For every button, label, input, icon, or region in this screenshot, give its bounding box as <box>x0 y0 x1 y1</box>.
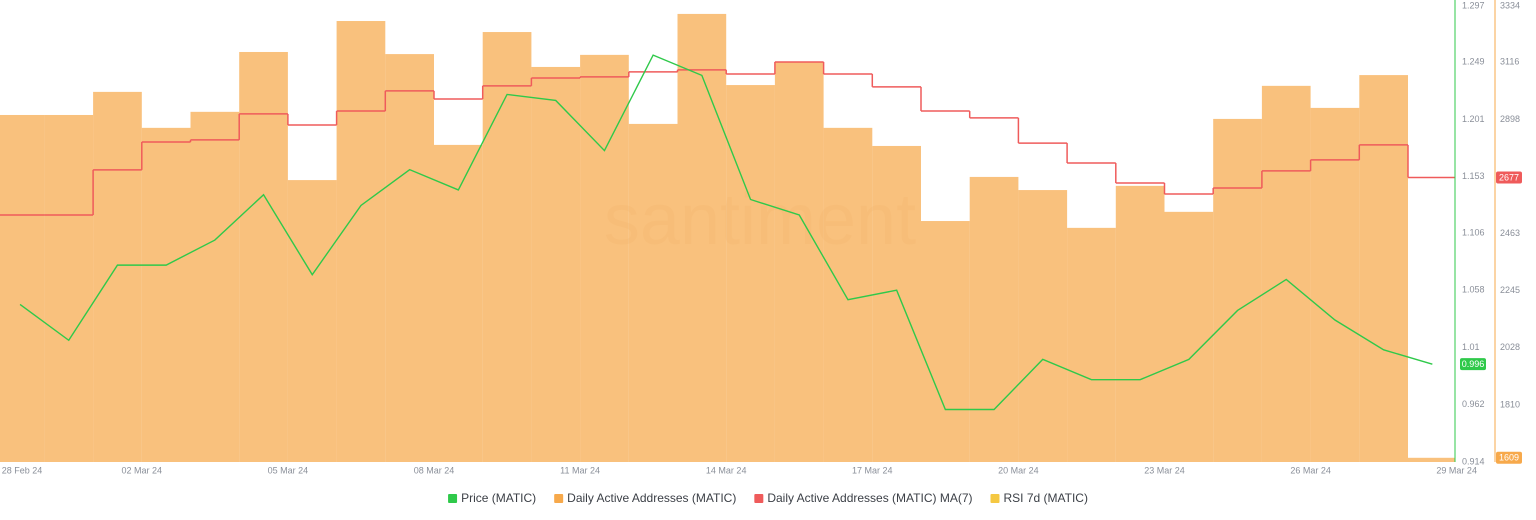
x-tick-label: 20 Mar 24 <box>998 465 1039 475</box>
bar <box>1261 85 1311 463</box>
bar <box>482 32 532 462</box>
bar <box>1018 190 1068 462</box>
x-tick-label: 28 Feb 24 <box>2 465 43 475</box>
bar <box>531 66 581 462</box>
bar <box>872 145 921 462</box>
bar <box>677 13 727 463</box>
bar <box>44 114 94 462</box>
y-tick-label: 1.297 <box>1462 0 1485 10</box>
bar <box>287 180 337 463</box>
y-tick-label: 1.106 <box>1462 227 1485 237</box>
x-tick-label: 02 Mar 24 <box>122 465 163 475</box>
y-tick-label: 1.01 <box>1462 342 1480 352</box>
bar <box>434 144 483 462</box>
y2-tick-label: 2463 <box>1500 228 1520 238</box>
y2-tick-label: 3334 <box>1500 0 1520 10</box>
bar <box>190 111 240 462</box>
y2-tick-label: 2245 <box>1500 285 1520 295</box>
legend-swatch <box>554 494 564 503</box>
legend-swatch <box>754 494 764 503</box>
x-tick-label: 26 Mar 24 <box>1290 465 1331 475</box>
bar <box>726 85 775 463</box>
x-tick-label: 23 Mar 24 <box>1144 465 1185 475</box>
bar <box>141 127 191 462</box>
bar <box>921 221 970 462</box>
last-value-badge <box>1460 358 1486 371</box>
bar <box>1213 118 1262 463</box>
x-tick-label: 08 Mar 24 <box>414 465 455 475</box>
legend-item: Daily Active Addresses (MATIC) MA(7) <box>754 491 972 505</box>
legend-label: Daily Active Addresses (MATIC) <box>567 491 736 505</box>
x-tick-label: 14 Mar 24 <box>706 465 747 475</box>
bar <box>823 127 873 462</box>
legend-swatch <box>990 494 1000 503</box>
y2-tick-label: 1810 <box>1500 399 1520 409</box>
legend-label: Daily Active Addresses (MATIC) MA(7) <box>767 491 972 505</box>
legend-item: Price (MATIC) <box>448 491 536 505</box>
y-tick-label: 0.914 <box>1462 456 1485 466</box>
bar <box>1359 75 1408 463</box>
x-tick-label: 29 Mar 24 <box>1436 465 1477 475</box>
x-tick-label: 11 Mar 24 <box>560 465 600 475</box>
plot-area <box>0 13 1455 463</box>
bar <box>628 123 678 463</box>
y2-tick-label: 2028 <box>1500 342 1520 352</box>
y-tick-label: 1.249 <box>1462 57 1485 67</box>
legend-swatch <box>448 494 458 503</box>
last-value-label: 0.996 <box>1462 359 1485 369</box>
legend-item: RSI 7d (MATIC) <box>990 491 1088 505</box>
price-line <box>19 54 1433 411</box>
y-tick-label: 0.962 <box>1462 399 1485 409</box>
y-tick-label: 1.201 <box>1462 114 1485 124</box>
bar <box>1067 227 1116 462</box>
legend-label: RSI 7d (MATIC) <box>1003 491 1087 505</box>
bar <box>969 176 1019 462</box>
last-value-badge <box>1496 451 1522 464</box>
y-tick-label: 1.153 <box>1462 171 1485 181</box>
bar <box>580 54 629 463</box>
legend-label: Price (MATIC) <box>461 491 536 505</box>
bar <box>774 61 824 463</box>
y2-tick-label: 3116 <box>1500 57 1519 67</box>
bar <box>1408 457 1455 462</box>
bar <box>0 114 45 462</box>
last-value-badge <box>1496 171 1522 184</box>
y-tick-label: 1.058 <box>1462 285 1485 295</box>
last-value-label: 2677 <box>1499 172 1519 182</box>
legend-item: Daily Active Addresses (MATIC) <box>554 491 736 505</box>
x-tick-label: 17 Mar 24 <box>852 465 893 475</box>
bar <box>385 54 434 463</box>
bar <box>93 91 142 462</box>
bar <box>336 21 386 463</box>
bar <box>1115 185 1165 463</box>
last-value-label: 1609 <box>1499 453 1519 463</box>
bar <box>239 51 288 463</box>
x-tick-label: 05 Mar 24 <box>268 465 309 475</box>
bar <box>1164 211 1214 462</box>
y2-tick-label: 2898 <box>1500 114 1520 124</box>
bar <box>1310 107 1360 462</box>
